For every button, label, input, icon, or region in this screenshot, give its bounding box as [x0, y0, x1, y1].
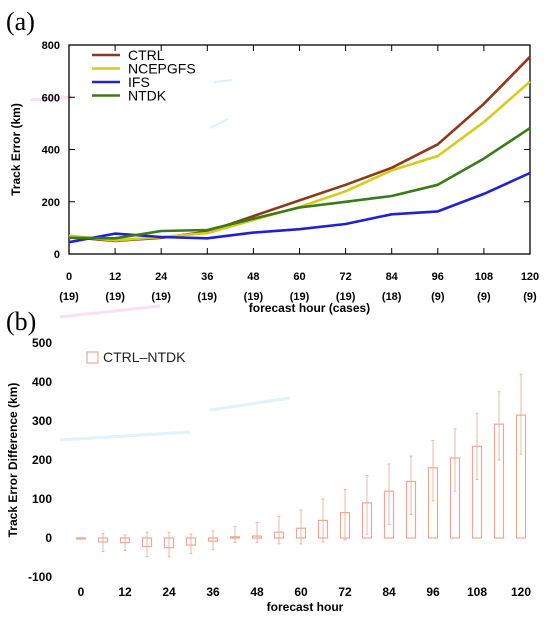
a-x-tick-label: 0: [66, 271, 72, 283]
a-x-tick-label: 72: [339, 271, 351, 283]
b-x-tick-label: 24: [162, 585, 176, 599]
a-y-tick-label: 200: [42, 197, 60, 209]
panel-a-label: (a): [6, 7, 35, 36]
a-case-count-label: (9): [523, 291, 537, 303]
a-case-count-label: (19): [198, 291, 218, 303]
a-case-count-label: (19): [336, 291, 356, 303]
a-y-tick-label: 800: [42, 40, 60, 52]
a-y-tick-label: 600: [42, 92, 60, 104]
a-x-tick-label: 12: [109, 271, 121, 283]
legend-label-ctrl-ntdk: CTRL–NTDK: [103, 349, 186, 365]
b-y-tick-label: 500: [32, 336, 52, 350]
b-x-tick-label: 36: [206, 585, 220, 599]
legend-label-ctrl: CTRL: [128, 47, 165, 63]
panel-b-y-axis-title: Track Error Difference (km): [6, 383, 20, 538]
panel-b-track-error-difference-chart: (b) -100 0 100 200 300 400 500 0 12 24 36 48 60 72 84 9…: [6, 307, 531, 614]
b-y-tick-label: 100: [32, 492, 52, 506]
a-case-count-label: (19): [105, 291, 125, 303]
panel-b-legend: CTRL–NTDK: [86, 349, 186, 365]
panel-a-x-axis-title: forecast hour (cases): [249, 301, 370, 315]
b-y-tick-label: 300: [32, 414, 52, 428]
b-x-tick-label: 12: [118, 585, 132, 599]
a-x-tick-label: 48: [247, 271, 259, 283]
panel-a-series-lines: [68, 55, 531, 244]
b-x-tick-label: 108: [467, 585, 487, 599]
b-y-tick-label: 0: [45, 531, 52, 545]
panel-b-label: (b): [6, 307, 36, 336]
a-case-count-label: (19): [151, 291, 171, 303]
panel-a-ticks: 0 200 400 600 800 0 (19) 12 (19) 24 (19) 36 (19) 48 (1…: [42, 40, 540, 303]
series-line-ncepgfs: [68, 80, 531, 242]
b-x-tick-label: 84: [382, 585, 396, 599]
legend-label-ifs: IFS: [128, 74, 150, 90]
panel-a-track-error-chart: (a) 0 200 400 600 800 0 (19) 12 (19) 24 (19) 36 (19)…: [6, 7, 539, 315]
a-case-count-label: (19): [290, 291, 310, 303]
legend-label-ntdk: NTDK: [128, 88, 167, 104]
a-x-tick-label: 24: [155, 271, 168, 283]
b-x-tick-label: 120: [511, 585, 531, 599]
a-x-tick-label: 60: [293, 271, 305, 283]
panel-a-y-axis-title: Track Error (km): [9, 103, 23, 196]
a-x-tick-label: 120: [521, 271, 539, 283]
a-case-count-label: (19): [59, 291, 79, 303]
a-x-tick-label: 36: [201, 271, 213, 283]
a-case-count-label: (19): [244, 291, 264, 303]
panel-b-ticks: -100 0 100 200 300 400 500 0 12 24 36 48 60 72 84 96 108…: [28, 336, 531, 599]
a-case-count-label: (9): [431, 291, 445, 303]
b-x-tick-label: 72: [338, 585, 352, 599]
panel-b-x-axis-title: forecast hour: [267, 600, 344, 614]
a-x-tick-label: 108: [475, 271, 493, 283]
background-artifacts: [29, 79, 291, 442]
b-y-tick-label: -100: [28, 570, 52, 584]
b-x-tick-label: 48: [250, 585, 264, 599]
b-x-tick-label: 96: [426, 585, 440, 599]
series-line-ifs: [68, 171, 531, 244]
b-x-tick-label: 60: [294, 585, 308, 599]
a-case-count-label: (9): [477, 291, 491, 303]
b-y-tick-label: 400: [32, 375, 52, 389]
a-y-tick-label: 0: [54, 249, 60, 261]
panel-b-bars: [75, 373, 527, 558]
legend-swatch-ctrl-ntdk: [86, 351, 99, 364]
series-line-ntdk: [68, 127, 531, 240]
a-x-tick-label: 96: [432, 271, 444, 283]
a-x-tick-label: 84: [386, 271, 399, 283]
b-x-tick-label: 0: [78, 585, 85, 599]
legend-label-ncepgfs: NCEPGFS: [128, 61, 196, 77]
a-y-tick-label: 400: [42, 145, 60, 157]
b-y-tick-label: 200: [32, 453, 52, 467]
a-case-count-label: (18): [382, 291, 402, 303]
